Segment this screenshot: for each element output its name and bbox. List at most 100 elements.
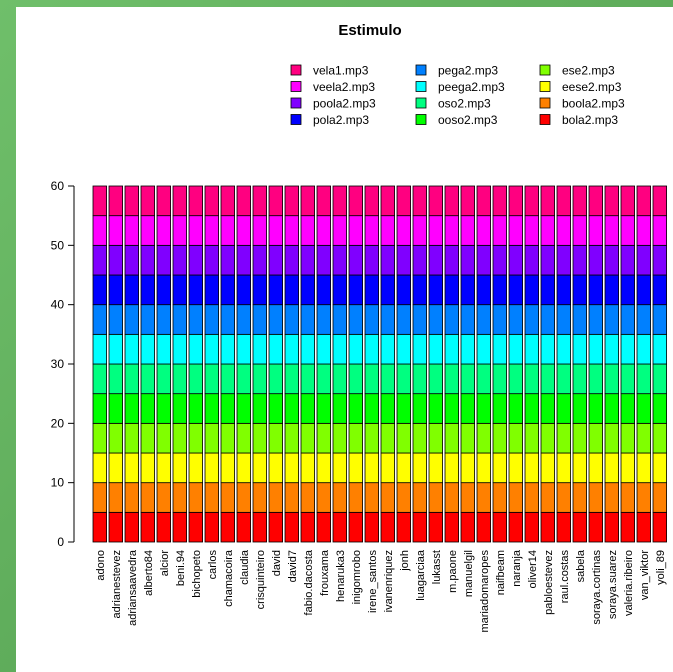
bar-segment-pega2-mp3-carlos	[204, 304, 220, 335]
bar-segment-pega2-mp3-alberto84	[140, 304, 156, 335]
bar-segment-peega2-mp3-david7	[284, 333, 300, 365]
bar-segment-ese2-mp3-beni-94	[172, 422, 188, 454]
bar-segment-ooso2-mp3-inigomrobo	[348, 393, 364, 424]
bar-segment-pola2-mp3-alberto84	[140, 274, 156, 306]
bar-segment-oso2-mp3-ivanenriquez	[380, 363, 396, 395]
bar-segment-boola2-mp3-crisquinteiro	[252, 482, 268, 513]
bar-segment-ese2-mp3-henaruka3	[332, 422, 348, 454]
bar-segment-vela1-mp3-david7	[284, 185, 300, 217]
bar-segment-vela1-mp3-mariadomaropes	[476, 185, 492, 217]
bar-segment-pega2-mp3-lukasst	[428, 304, 444, 335]
bar-segment-ooso2-mp3-adriansaavedra	[124, 393, 140, 424]
bar-segment-pola2-mp3-luagarciaa	[412, 274, 428, 306]
bar-segment-ese2-mp3-crisquinteiro	[252, 422, 268, 454]
legend-label: bola2.mp3	[562, 113, 618, 127]
bar-segment-ese2-mp3-ivanenriquez	[380, 422, 396, 454]
bar-segment-vela1-mp3-alcior	[156, 185, 172, 217]
bar-segment-eese2-mp3-bichopeto	[188, 452, 204, 484]
bar-segment-pola2-mp3-fabio-dacosta	[300, 274, 316, 306]
bar-segment-eese2-mp3-inigomrobo	[348, 452, 364, 484]
bar-segment-eese2-mp3-yoli-89	[652, 452, 668, 484]
bar-segment-poola2-mp3-oliver14	[524, 244, 540, 276]
bar-segment-ooso2-mp3-crisquinteiro	[252, 393, 268, 424]
x-tick-label: david	[271, 550, 283, 576]
legend-swatch	[290, 64, 302, 76]
bar-segment-ese2-mp3-alberto84	[140, 422, 156, 454]
bar-segment-veela2-mp3-sabela	[572, 215, 588, 246]
bar-segment-vela1-mp3-oliver14	[524, 185, 540, 217]
bar-segment-veela2-mp3-david7	[284, 215, 300, 246]
bar-segment-pega2-mp3-naifbeam	[492, 304, 508, 335]
bar-segment-pola2-mp3-naifbeam	[492, 274, 508, 306]
bar-segment-ooso2-mp3-oliver14	[524, 393, 540, 424]
bar-segment-ooso2-mp3-carlos	[204, 393, 220, 424]
bar-segment-pola2-mp3-david	[268, 274, 284, 306]
bar-segment-peega2-mp3-irene-santos	[364, 333, 380, 365]
bar-segment-bola2-mp3-naranja	[508, 511, 524, 543]
bar-segment-boola2-mp3-claudia	[236, 482, 252, 513]
bar-segment-eese2-mp3-lukasst	[428, 452, 444, 484]
bar-segment-vela1-mp3-yoli-89	[652, 185, 668, 217]
bar-segment-veela2-mp3-van-viktor	[636, 215, 652, 246]
bar-segment-poola2-mp3-david7	[284, 244, 300, 276]
bar-segment-oso2-mp3-alcior	[156, 363, 172, 395]
bar-segment-ese2-mp3-manuelgil	[460, 422, 476, 454]
legend-swatch	[415, 97, 427, 109]
bar-segment-ese2-mp3-naranja	[508, 422, 524, 454]
bar-segment-ese2-mp3-alcior	[156, 422, 172, 454]
bar-segment-ese2-mp3-bichopeto	[188, 422, 204, 454]
bar-segment-eese2-mp3-valeria-ribeiro	[620, 452, 636, 484]
bar-segment-boola2-mp3-david7	[284, 482, 300, 513]
bar-segment-peega2-mp3-beni-94	[172, 333, 188, 365]
bar-segment-bola2-mp3-alcior	[156, 511, 172, 543]
x-tick-label: henaruka3	[335, 550, 347, 602]
bar-segment-eese2-mp3-frouxama	[316, 452, 332, 484]
bar-segment-pega2-mp3-pabloestevez	[540, 304, 556, 335]
bar-segment-vela1-mp3-soraya-cortinas	[588, 185, 604, 217]
bar-segment-veela2-mp3-frouxama	[316, 215, 332, 246]
bar-segment-veela2-mp3-claudia	[236, 215, 252, 246]
bar-segment-ese2-mp3-m-paone	[444, 422, 460, 454]
bar-segment-pola2-mp3-oliver14	[524, 274, 540, 306]
bar-segment-bola2-mp3-soraya-cortinas	[588, 511, 604, 543]
bar-segment-pega2-mp3-luagarciaa	[412, 304, 428, 335]
bar-segment-ese2-mp3-pabloestevez	[540, 422, 556, 454]
bar-segment-ooso2-mp3-m-paone	[444, 393, 460, 424]
bar-segment-pola2-mp3-frouxama	[316, 274, 332, 306]
bar-segment-oso2-mp3-van-viktor	[636, 363, 652, 395]
x-tick-label: naifbeam	[495, 550, 507, 595]
bar-segment-veela2-mp3-soraya-cortinas	[588, 215, 604, 246]
bar-segment-boola2-mp3-adrianestevez	[108, 482, 124, 513]
bar-segment-pola2-mp3-yoli-89	[652, 274, 668, 306]
x-tick-label: soraya.cortinas	[591, 550, 603, 625]
bar-segment-bola2-mp3-bichopeto	[188, 511, 204, 543]
bar-segment-eese2-mp3-pabloestevez	[540, 452, 556, 484]
bar-segment-eese2-mp3-ivanenriquez	[380, 452, 396, 484]
bar-segment-boola2-mp3-inigomrobo	[348, 482, 364, 513]
legend-swatch	[539, 64, 551, 76]
bar-segment-pola2-mp3-raul-costas	[556, 274, 572, 306]
bar-segment-poola2-mp3-jonh	[396, 244, 412, 276]
bar-segment-bola2-mp3-chamacoira	[220, 511, 236, 543]
bar-segment-poola2-mp3-chamacoira	[220, 244, 236, 276]
legend-label: vela1.mp3	[313, 64, 369, 78]
bar-segment-oso2-mp3-raul-costas	[556, 363, 572, 395]
bar-segment-poola2-mp3-yoli-89	[652, 244, 668, 276]
bar-segment-oso2-mp3-lukasst	[428, 363, 444, 395]
bar-segment-pega2-mp3-crisquinteiro	[252, 304, 268, 335]
bar-segment-boola2-mp3-alberto84	[140, 482, 156, 513]
bar-segment-ooso2-mp3-yoli-89	[652, 393, 668, 424]
bar-segment-pola2-mp3-mariadomaropes	[476, 274, 492, 306]
bar-segment-pola2-mp3-irene-santos	[364, 274, 380, 306]
bar-segment-veela2-mp3-yoli-89	[652, 215, 668, 246]
bar-segment-peega2-mp3-m-paone	[444, 333, 460, 365]
bar-segment-oso2-mp3-jonh	[396, 363, 412, 395]
bar-segment-bola2-mp3-claudia	[236, 511, 252, 543]
y-tick-label: 40	[51, 298, 65, 312]
legend-label: peega2.mp3	[438, 80, 505, 94]
bar-segment-peega2-mp3-ivanenriquez	[380, 333, 396, 365]
bar-segment-bola2-mp3-henaruka3	[332, 511, 348, 543]
bar-segment-vela1-mp3-van-viktor	[636, 185, 652, 217]
bar-segment-bola2-mp3-david7	[284, 511, 300, 543]
bar-segment-bola2-mp3-oliver14	[524, 511, 540, 543]
